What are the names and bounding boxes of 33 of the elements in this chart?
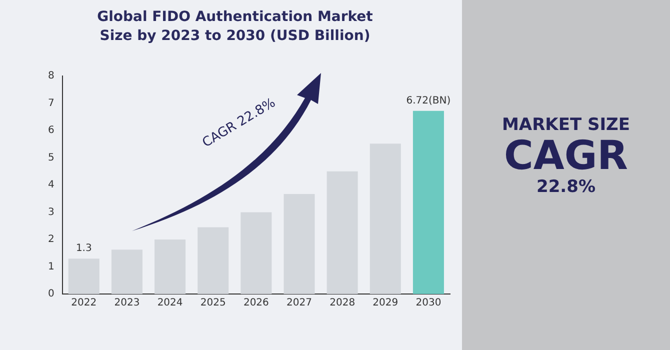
y-tick-label: 1 <box>48 261 54 272</box>
x-tick-label: 2023 <box>114 298 140 309</box>
y-tick-label: 6 <box>48 125 54 136</box>
y-tick-label: 8 <box>48 70 54 82</box>
x-tick-label: 2027 <box>286 298 312 309</box>
bar <box>154 240 186 294</box>
y-tick-label: 7 <box>48 98 54 109</box>
y-tick-label: 0 <box>48 288 54 300</box>
bar <box>111 250 142 294</box>
data-label: 6.72(BN) <box>406 95 451 106</box>
y-tick-label: 5 <box>48 152 54 164</box>
y-tick-label: 2 <box>48 234 54 246</box>
y-tick-label: 3 <box>48 206 54 218</box>
x-tick-label: 2025 <box>200 298 226 309</box>
bar <box>240 212 272 294</box>
x-tick-label: 2029 <box>372 298 398 309</box>
text: MARKET SIZE <box>501 115 631 135</box>
text: CAGR <box>503 133 629 179</box>
x-tick-label: 2022 <box>71 298 97 309</box>
x-tick-label: 2026 <box>243 298 269 309</box>
bar <box>412 110 444 294</box>
data-label: 1.3 <box>76 243 92 254</box>
chart-title: Global FIDO Authentication Market Size by 2023 to 2030 (USD Billion) <box>96 8 374 46</box>
bar <box>198 227 229 294</box>
y-tick-label: 4 <box>48 180 54 191</box>
text: 22.8% <box>536 177 596 197</box>
bar <box>68 258 100 294</box>
bar <box>326 171 358 294</box>
x-tick-label: 2030 <box>416 298 442 309</box>
x-tick-label: 2028 <box>330 298 356 309</box>
x-tick-label: 2024 <box>157 298 183 309</box>
bar <box>284 194 315 294</box>
bar <box>370 144 401 294</box>
